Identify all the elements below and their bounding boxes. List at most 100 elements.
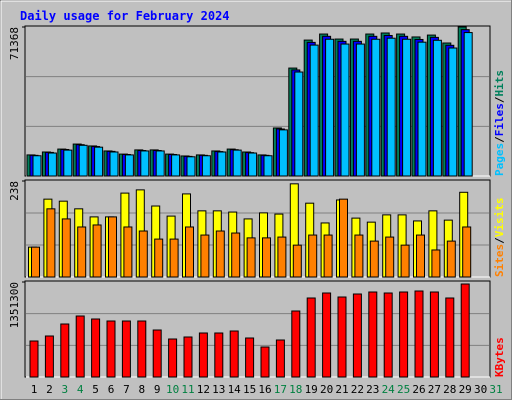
legend-entry: Files xyxy=(493,103,506,136)
bar xyxy=(186,156,196,177)
bar xyxy=(78,144,88,177)
bar xyxy=(277,236,287,278)
x-tick-label: 24 xyxy=(382,383,396,396)
y-tick-label: 71368 xyxy=(8,27,21,60)
bar xyxy=(369,240,379,278)
bar xyxy=(171,154,181,177)
x-tick-label: 18 xyxy=(289,383,302,396)
x-tick-label: 9 xyxy=(154,383,161,396)
bar xyxy=(275,339,285,378)
bar xyxy=(121,320,131,378)
bar xyxy=(429,291,439,378)
bar xyxy=(278,129,288,177)
x-tick-label: 25 xyxy=(397,383,410,396)
bar xyxy=(169,238,179,278)
bar xyxy=(152,329,162,378)
bar xyxy=(94,146,104,177)
bar xyxy=(352,293,362,378)
x-tick-label: 8 xyxy=(138,383,145,396)
bar xyxy=(292,244,302,278)
bar xyxy=(308,234,318,278)
bar xyxy=(91,318,101,378)
bar xyxy=(448,47,458,177)
panel xyxy=(24,179,491,278)
bar xyxy=(445,297,455,378)
bar xyxy=(432,39,442,177)
bar xyxy=(44,335,54,378)
bar xyxy=(155,150,165,177)
bar xyxy=(460,283,470,378)
bar xyxy=(46,208,56,278)
bar xyxy=(63,149,73,177)
x-tick-label: 16 xyxy=(258,383,271,396)
x-tick-label: 31 xyxy=(489,383,502,396)
bar xyxy=(386,37,396,177)
legend: Pages/Files/Hits xyxy=(493,70,506,176)
bar xyxy=(60,323,70,378)
bar xyxy=(263,155,273,177)
bar xyxy=(417,41,427,177)
bar xyxy=(385,236,395,278)
bar xyxy=(322,292,332,378)
bar xyxy=(245,337,255,378)
bar xyxy=(399,291,409,378)
bar xyxy=(446,240,456,278)
bar xyxy=(355,43,365,177)
bar xyxy=(32,155,42,177)
bar xyxy=(217,151,227,177)
x-tick-label: 1 xyxy=(31,383,38,396)
bar xyxy=(123,226,133,278)
y-tick-label: 238 xyxy=(8,181,21,201)
x-tick-label: 14 xyxy=(228,383,242,396)
legend-entry: Pages xyxy=(493,143,506,176)
x-tick-label: 15 xyxy=(243,383,256,396)
bar xyxy=(201,155,211,177)
bar xyxy=(246,237,256,278)
bar xyxy=(61,218,71,278)
bar xyxy=(462,226,472,278)
bar xyxy=(140,150,150,177)
legend-entry: Visits xyxy=(493,198,506,238)
bar xyxy=(354,234,364,278)
bar xyxy=(215,230,225,278)
bar xyxy=(294,71,304,177)
x-tick-label: 6 xyxy=(108,383,115,396)
bar xyxy=(323,234,333,278)
x-tick-label: 12 xyxy=(197,383,210,396)
bar xyxy=(340,43,350,177)
y-tick-label: 1351300 xyxy=(8,282,21,328)
bar xyxy=(402,38,412,177)
bar xyxy=(198,332,208,378)
bar xyxy=(337,296,347,378)
bar xyxy=(75,315,85,378)
bar xyxy=(31,246,40,278)
bar xyxy=(371,38,381,177)
x-tick-label: 17 xyxy=(274,383,287,396)
x-tick-label: 26 xyxy=(412,383,425,396)
bar xyxy=(463,32,473,177)
legend-entry: KBytes xyxy=(493,337,506,377)
chart-title: Daily usage for February 2024 xyxy=(20,9,230,23)
bar xyxy=(168,338,178,378)
legend-entry: Sites xyxy=(493,244,506,277)
bar xyxy=(400,244,410,278)
x-tick-label: 22 xyxy=(351,383,364,396)
bar xyxy=(29,340,39,378)
x-tick-label: 20 xyxy=(320,383,333,396)
bar xyxy=(77,226,87,278)
legend-entry: Hits xyxy=(493,70,506,97)
panel xyxy=(24,280,491,378)
bar xyxy=(416,234,425,278)
x-tick-label: 23 xyxy=(366,383,379,396)
legend-separator: / xyxy=(493,96,506,103)
legend: KBytes xyxy=(493,337,506,377)
x-tick-label: 10 xyxy=(166,383,179,396)
bar xyxy=(262,237,271,278)
bar xyxy=(291,310,301,378)
bar xyxy=(200,234,210,278)
bar xyxy=(106,320,116,378)
bar xyxy=(248,152,258,177)
bar xyxy=(47,152,57,177)
x-tick-label: 28 xyxy=(443,383,456,396)
